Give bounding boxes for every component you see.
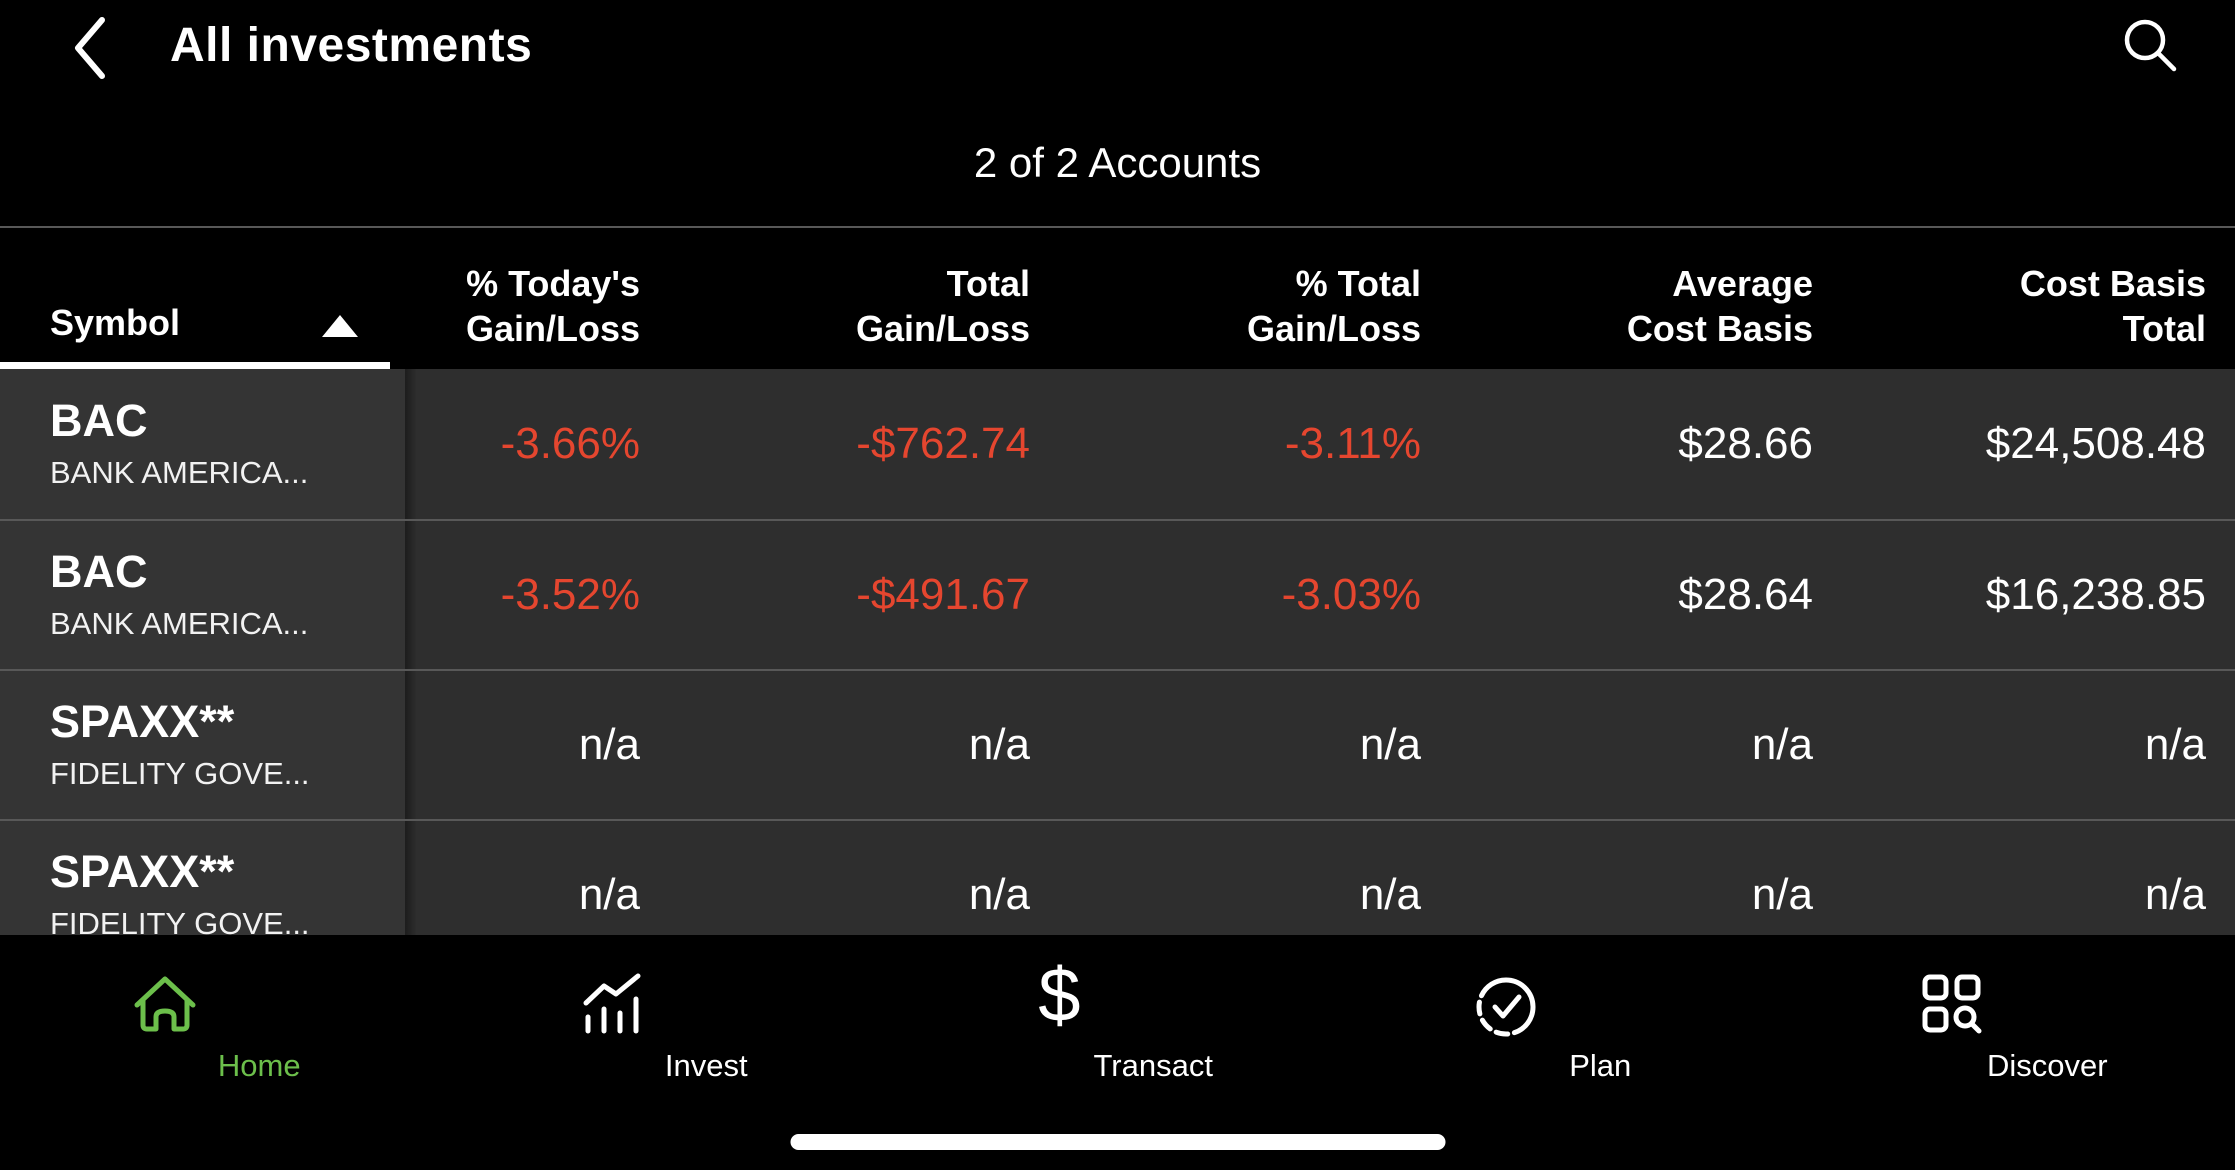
column-header-line2: Total xyxy=(2122,308,2206,349)
tab-label: Discover xyxy=(1986,1048,2108,1083)
tab-transact[interactable]: $ Transact xyxy=(894,935,1341,1170)
cost-basis-total-value: $24,508.48 xyxy=(1985,419,2206,468)
tab-discover[interactable]: Discover xyxy=(1788,935,2235,1170)
todays-gain-loss-value: n/a xyxy=(578,720,640,769)
column-header-line2: Cost Basis xyxy=(1626,308,1813,349)
ticker: SPAXX** xyxy=(50,846,235,897)
tab-label: Plan xyxy=(1569,1048,1632,1083)
tab-label: Invest xyxy=(664,1048,748,1083)
dollar-icon: $ xyxy=(1038,953,1081,1038)
ticker: BAC xyxy=(50,546,148,597)
search-button[interactable] xyxy=(2117,12,2183,78)
column-header-symbol[interactable]: Symbol xyxy=(0,228,405,369)
sort-column-underline xyxy=(0,362,390,369)
column-header-line1: % Total xyxy=(1295,263,1421,304)
home-indicator-bar[interactable] xyxy=(790,1134,1445,1150)
symbol-header-label: Symbol xyxy=(50,302,181,343)
home-icon xyxy=(129,971,201,1043)
security-name: FIDELITY GOVE... xyxy=(50,906,310,935)
chevron-left-icon xyxy=(62,12,122,84)
search-icon xyxy=(2117,12,2183,78)
accounts-subheader: 2 of 2 Accounts xyxy=(0,100,2235,228)
column-header-line1: Cost Basis xyxy=(2019,263,2206,304)
invest-chart-icon xyxy=(578,971,646,1043)
column-header-line1: Average xyxy=(1672,263,1813,304)
symbol-cell[interactable]: BAC BANK AMERICA... xyxy=(0,369,417,519)
cost-basis-total-value: n/a xyxy=(2144,870,2206,919)
column-header-cost-basis-total[interactable]: Cost Basis Total xyxy=(1813,261,2235,369)
average-cost-basis-value: n/a xyxy=(1751,870,1813,919)
cost-basis-total-value: n/a xyxy=(2144,720,2206,769)
discover-grid-search-icon xyxy=(1919,971,1987,1039)
pct-total-gain-loss-value: -3.03% xyxy=(1281,570,1421,619)
total-gain-loss-value: -$491.67 xyxy=(856,570,1030,619)
tab-label: Home xyxy=(217,1048,301,1083)
accounts-count[interactable]: 2 of 2 Accounts xyxy=(973,139,1262,186)
cost-basis-total-value: $16,238.85 xyxy=(1985,570,2206,619)
table-row[interactable]: BAC BANK AMERICA... -3.52% -$491.67 -3.0… xyxy=(0,519,2235,669)
total-gain-loss-value: n/a xyxy=(968,870,1030,919)
table-row[interactable]: SPAXX** FIDELITY GOVE... n/a n/a n/a n/a… xyxy=(0,819,2235,935)
total-gain-loss-value: -$762.74 xyxy=(856,419,1030,468)
security-name: BANK AMERICA... xyxy=(50,606,309,641)
column-header-average-cost-basis[interactable]: Average Cost Basis xyxy=(1421,261,1813,369)
todays-gain-loss-value: -3.52% xyxy=(500,570,640,619)
symbol-cell[interactable]: SPAXX** FIDELITY GOVE... xyxy=(0,671,417,819)
average-cost-basis-value: n/a xyxy=(1751,720,1813,769)
column-header-line1: Total xyxy=(946,263,1030,304)
sort-ascending-icon xyxy=(322,315,358,337)
symbol-cell[interactable]: BAC BANK AMERICA... xyxy=(0,521,417,669)
pct-total-gain-loss-value: n/a xyxy=(1359,870,1421,919)
average-cost-basis-value: $28.64 xyxy=(1678,570,1813,619)
column-header-line2: Gain/Loss xyxy=(1246,308,1421,349)
table-row[interactable]: BAC BANK AMERICA... -3.66% -$762.74 -3.1… xyxy=(0,369,2235,519)
column-header-line1: % Today's xyxy=(466,263,640,304)
column-header-total-gain-loss[interactable]: Total Gain/Loss xyxy=(640,261,1030,369)
pct-total-gain-loss-value: n/a xyxy=(1359,720,1421,769)
ticker: BAC xyxy=(50,395,148,446)
table-header-row: Symbol % Today's Gain/Loss Total Gain/Lo… xyxy=(0,228,2235,369)
tab-label: Transact xyxy=(1093,1048,1213,1083)
bottom-tab-bar: Home Invest $ Transact Plan xyxy=(0,935,2235,1170)
pct-total-gain-loss-value: -3.11% xyxy=(1284,419,1421,468)
table-row[interactable]: SPAXX** FIDELITY GOVE... n/a n/a n/a n/a… xyxy=(0,669,2235,819)
security-name: BANK AMERICA... xyxy=(50,455,309,490)
tab-home[interactable]: Home xyxy=(0,935,447,1170)
todays-gain-loss-value: -3.66% xyxy=(500,419,640,468)
column-header-line2: Gain/Loss xyxy=(855,308,1030,349)
column-header-todays-gain-loss[interactable]: % Today's Gain/Loss xyxy=(405,261,640,369)
page-title: All investments xyxy=(170,19,533,72)
security-name: FIDELITY GOVE... xyxy=(50,756,310,791)
back-button[interactable] xyxy=(62,12,122,84)
tab-invest[interactable]: Invest xyxy=(447,935,894,1170)
column-header-line2: Gain/Loss xyxy=(465,308,640,349)
positions-table: BAC BANK AMERICA... -3.66% -$762.74 -3.1… xyxy=(0,369,2235,935)
tab-plan[interactable]: Plan xyxy=(1341,935,1788,1170)
symbol-cell[interactable]: SPAXX** FIDELITY GOVE... xyxy=(0,821,417,935)
todays-gain-loss-value: n/a xyxy=(578,870,640,919)
column-header-pct-total-gain-loss[interactable]: % Total Gain/Loss xyxy=(1030,261,1421,369)
average-cost-basis-value: $28.66 xyxy=(1678,419,1813,468)
total-gain-loss-value: n/a xyxy=(968,720,1030,769)
ticker: SPAXX** xyxy=(50,696,235,747)
top-bar: All investments xyxy=(0,0,2235,100)
plan-check-circle-icon xyxy=(1470,971,1542,1043)
